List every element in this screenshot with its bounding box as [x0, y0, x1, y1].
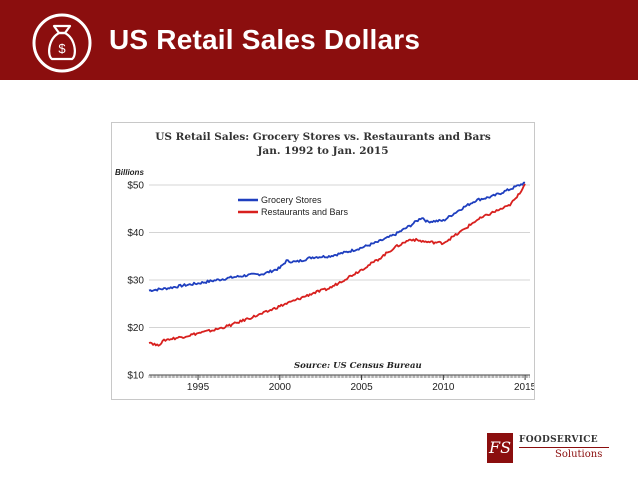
money-bag-icon: $ — [30, 12, 94, 74]
y-tick-label: $40 — [127, 228, 144, 239]
x-tick-label: 2015 — [514, 382, 534, 393]
page-title: US Retail Sales Dollars — [109, 24, 421, 55]
chart-subtitle: Jan. 1992 to Jan. 2015 — [256, 145, 388, 157]
x-tick-label: 1995 — [187, 382, 210, 393]
logo-line2: Solutions — [555, 449, 603, 460]
chart-source-note: Source: US Census Bureau — [294, 361, 422, 371]
logo-line1: FOODSERVICE — [519, 435, 598, 445]
y-tick-label: $20 — [127, 323, 144, 334]
header-bar: $ US Retail Sales Dollars — [0, 0, 638, 80]
y-tick-label: $30 — [127, 276, 144, 287]
dollar-sign: $ — [58, 41, 66, 56]
foodservice-solutions-logo: FS FOODSERVICE Solutions — [487, 433, 617, 467]
logo-rule — [519, 447, 609, 448]
x-tick-label: 2010 — [432, 382, 455, 393]
legend-label-restaurants: Restaurants and Bars — [261, 207, 349, 217]
x-tick-label: 2000 — [269, 382, 292, 393]
chart-title: US Retail Sales: Grocery Stores vs. Rest… — [155, 131, 491, 143]
y-tick-label: $50 — [127, 181, 144, 192]
y-unit-label: Billions — [115, 168, 144, 177]
chart-panel: US Retail Sales: Grocery Stores vs. Rest… — [111, 122, 535, 400]
series-line-restaurants — [148, 183, 526, 347]
y-tick-label: $10 — [127, 371, 144, 382]
x-tick-label: 2005 — [350, 382, 373, 393]
line-chart: US Retail Sales: Grocery Stores vs. Rest… — [115, 131, 534, 393]
logo-mark: FS — [487, 433, 513, 463]
series-line-grocery — [148, 181, 526, 292]
legend-label-grocery: Grocery Stores — [261, 195, 322, 205]
